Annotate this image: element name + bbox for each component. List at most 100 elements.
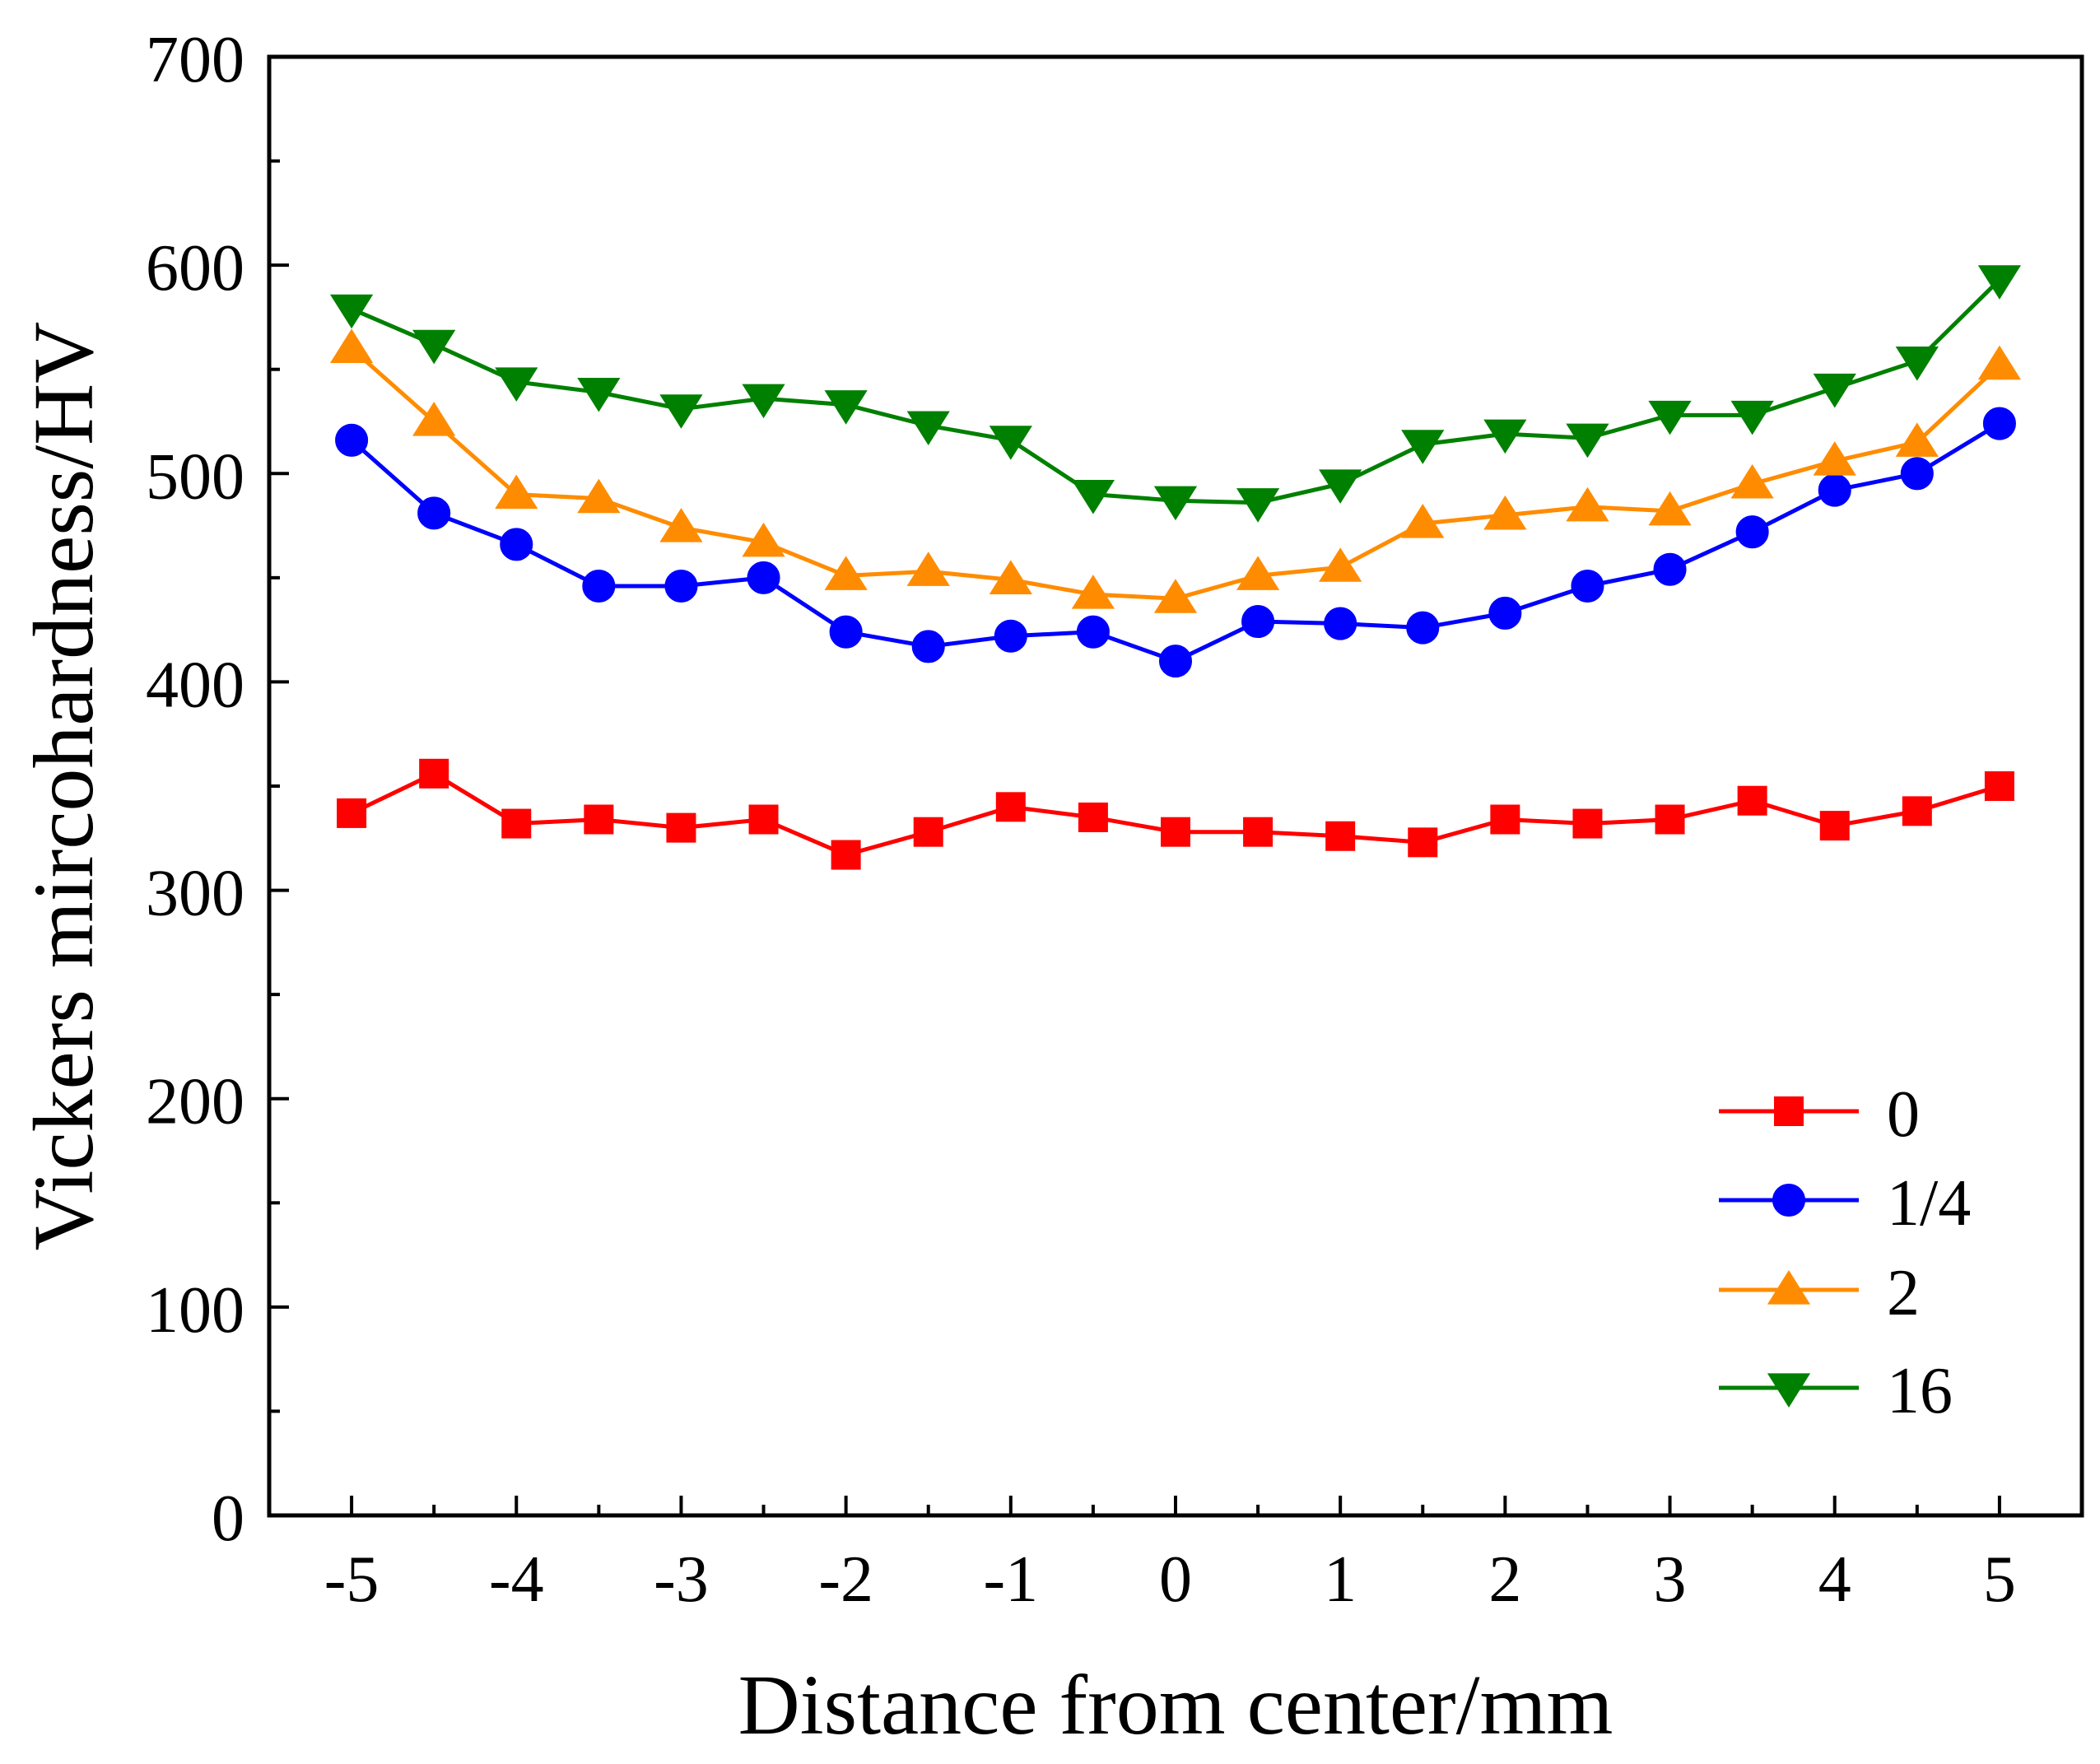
x-tick-label: 0 [1159, 1543, 1192, 1616]
legend-item: 0 [1719, 1078, 1920, 1151]
data-point [1153, 579, 1198, 613]
data-point [1071, 480, 1115, 514]
data-point [495, 474, 538, 510]
data-point [831, 840, 861, 870]
data-point [1236, 488, 1280, 523]
series-2 [329, 328, 2022, 613]
data-point [1319, 547, 1362, 582]
data-point [911, 630, 945, 663]
data-point [664, 569, 698, 603]
data-point [1900, 457, 1934, 491]
data-point [1408, 827, 1438, 858]
data-point [1648, 400, 1692, 435]
data-point [995, 792, 1026, 822]
data-point [419, 758, 449, 789]
y-tick-label: 300 [146, 858, 244, 930]
x-tick-label: -1 [983, 1543, 1038, 1616]
data-point [1566, 486, 1609, 522]
data-point [1158, 645, 1193, 678]
y-tick-label: 0 [212, 1482, 244, 1555]
series-3 [329, 265, 2022, 523]
data-point [659, 394, 703, 429]
legend-item: 2 [1719, 1257, 1920, 1329]
legend-marker [1772, 1183, 1806, 1217]
y-tick-label: 400 [146, 649, 244, 721]
data-point [1813, 373, 1856, 408]
x-tick-label: -3 [654, 1543, 709, 1616]
data-point [1895, 347, 1939, 381]
data-point [748, 804, 779, 835]
data-point [1243, 817, 1274, 847]
x-axis: -5 -4 -3 -2 -1 0 1 2 3 4 5 [324, 1496, 2016, 1616]
data-point [1319, 469, 1362, 504]
data-point [906, 411, 950, 446]
x-tick-label: 4 [1818, 1543, 1851, 1616]
series-group [329, 265, 2022, 870]
data-point [1153, 486, 1198, 521]
data-point [666, 812, 696, 843]
x-tick-label: -2 [818, 1543, 873, 1616]
data-point [1241, 604, 1275, 639]
data-point [1655, 804, 1685, 835]
data-point [742, 522, 785, 557]
data-point [1324, 607, 1357, 640]
data-point [1648, 491, 1692, 526]
data-point [1977, 265, 2022, 300]
y-tick-label: 600 [146, 232, 244, 305]
data-point [329, 294, 374, 329]
data-point [829, 615, 863, 649]
data-point [1572, 808, 1603, 839]
legend: 0 1/4 2 16 [1719, 1078, 1971, 1427]
series-0 [337, 758, 2014, 870]
data-point [582, 569, 616, 603]
data-point [1161, 817, 1190, 847]
data-point [501, 808, 532, 839]
legend-label: 2 [1887, 1257, 1920, 1329]
data-point [1730, 463, 1774, 499]
data-point [1071, 575, 1115, 609]
data-point [1076, 615, 1110, 649]
data-point [1490, 804, 1520, 835]
data-point [1483, 419, 1527, 454]
data-point [913, 817, 943, 847]
data-point [1483, 495, 1527, 530]
data-point [1566, 423, 1609, 458]
data-point [412, 329, 456, 365]
data-point [742, 384, 785, 419]
data-point [1571, 569, 1604, 603]
data-point [747, 561, 780, 594]
legend-label: 1/4 [1887, 1167, 1971, 1240]
x-tick-label: 3 [1654, 1543, 1687, 1616]
x-tick-label: 2 [1488, 1543, 1521, 1616]
data-point [1730, 400, 1774, 435]
x-axis-label: Distance from center/mm [738, 1658, 1613, 1752]
y-axis: 0 100 200 300 400 500 600 700 [146, 24, 289, 1555]
data-point [335, 423, 369, 457]
legend-marker [1774, 1096, 1804, 1126]
data-point [500, 528, 533, 561]
x-tick-label: -4 [489, 1543, 544, 1616]
data-point [906, 552, 950, 586]
data-point [1982, 407, 2016, 440]
data-point [659, 508, 703, 542]
x-tick-label: 1 [1324, 1543, 1357, 1616]
legend-label: 0 [1887, 1078, 1920, 1151]
x-tick-label: -5 [324, 1543, 379, 1616]
data-point [577, 377, 621, 412]
data-point [495, 367, 538, 402]
data-point [412, 402, 456, 436]
series-1 [335, 407, 2016, 678]
data-point [1813, 441, 1856, 476]
data-point [1406, 611, 1440, 645]
data-point [329, 328, 374, 363]
legend-label: 16 [1887, 1355, 1953, 1427]
y-tick-label: 700 [146, 24, 244, 96]
y-tick-label: 100 [146, 1274, 244, 1347]
data-point [1488, 596, 1522, 630]
data-point [1735, 515, 1769, 549]
data-point [417, 496, 451, 530]
data-point [1977, 345, 2022, 380]
data-point [1895, 422, 1939, 457]
legend-item: 1/4 [1719, 1167, 1971, 1240]
